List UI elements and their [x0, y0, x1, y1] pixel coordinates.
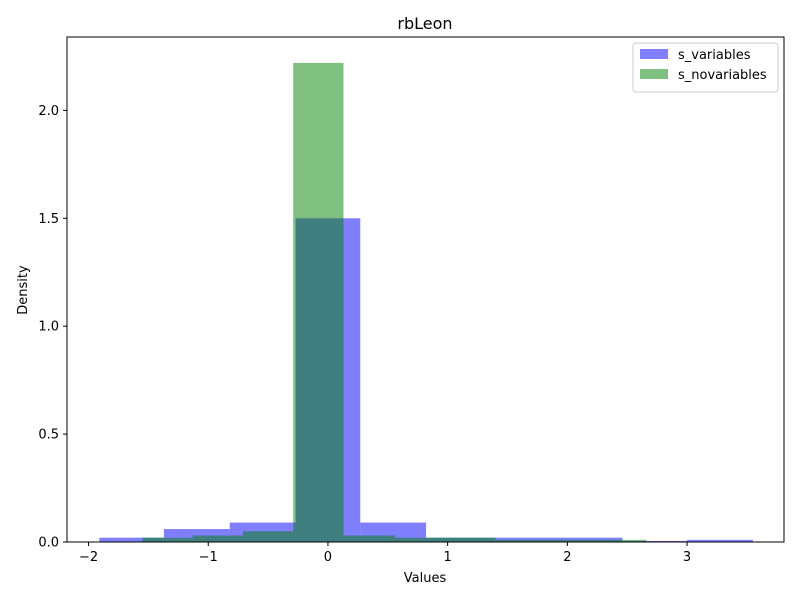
bar-s_variables-7 — [556, 537, 623, 542]
y-tick-label-4: 2.0 — [38, 104, 59, 119]
bar-s_novariables-6 — [445, 537, 496, 542]
bars-layer — [99, 62, 753, 543]
x-axis-label: Values — [404, 571, 447, 586]
legend-label-s_novariables: s_novariables — [678, 68, 767, 83]
bar-s_novariables-0 — [142, 537, 193, 542]
x-tick-label-3: 1 — [444, 550, 452, 565]
bar-s_variables-0 — [99, 537, 164, 542]
x-tick-label-0: −2 — [79, 550, 98, 565]
bar-s_novariables-3 — [293, 62, 344, 543]
y-tick-label-1: 0.5 — [38, 428, 59, 443]
series-s_variables — [99, 218, 753, 542]
legend-entries: s_variables s_novariables — [640, 48, 767, 83]
series-s_novariables — [142, 62, 647, 543]
x-tick-label-4: 2 — [563, 550, 571, 565]
legend-label-s_variables: s_variables — [678, 48, 751, 63]
chart-title: rbLeon — [397, 14, 452, 33]
legend: s_variables s_novariables — [632, 42, 779, 93]
plot-frame — [66, 36, 785, 543]
legend-swatch-s_novariables — [640, 69, 668, 79]
x-tick-label-5: 3 — [683, 550, 691, 565]
bar-s_novariables-4 — [343, 535, 395, 542]
y-tick-label-2: 1.0 — [38, 320, 59, 335]
legend-swatch-s_variables — [640, 49, 668, 59]
bar-s_novariables-7 — [495, 539, 546, 542]
legend-box — [632, 42, 779, 93]
bar-s_novariables-2 — [242, 531, 294, 542]
bar-s_variables-8 — [622, 540, 688, 542]
x-tick-label-1: −1 — [199, 550, 218, 565]
bar-s_variables-9 — [687, 539, 753, 542]
x-axis: −2 −1 0 1 2 3 — [79, 542, 691, 565]
y-axis: 0.0 0.5 1.0 1.5 2.0 — [38, 104, 67, 551]
bar-s_novariables-1 — [192, 535, 243, 542]
y-tick-label-3: 1.5 — [38, 212, 59, 227]
y-tick-label-0: 0.0 — [38, 536, 59, 551]
bar-s_novariables-8 — [545, 539, 597, 542]
axes-layer — [66, 36, 785, 543]
bar-s_novariables-5 — [394, 537, 446, 542]
x-tick-label-2: 0 — [324, 550, 332, 565]
y-axis-label: Density — [16, 265, 31, 315]
bar-s_novariables-9 — [596, 539, 647, 542]
bar-s_variables-6 — [491, 537, 557, 542]
